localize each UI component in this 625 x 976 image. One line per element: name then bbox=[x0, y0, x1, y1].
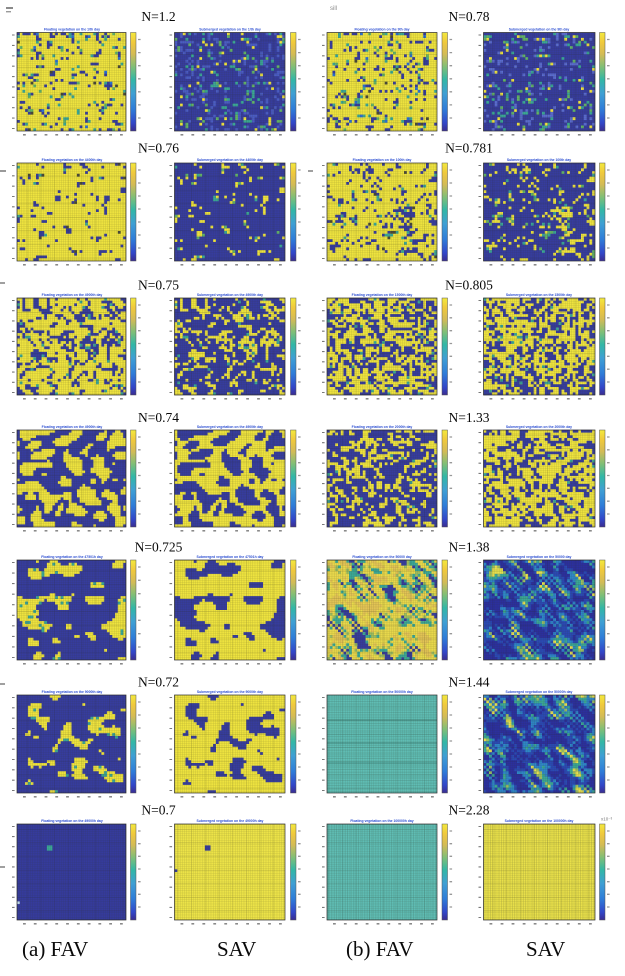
svg-text:Submerged vegetation on the 15: Submerged vegetation on the 1500th day bbox=[506, 293, 572, 297]
svg-text:Floating vegetation on the 475: Floating vegetation on the 47501h day bbox=[41, 555, 103, 559]
svg-text:Floating vegetation on the 900: Floating vegetation on the 9000th day bbox=[42, 690, 103, 694]
svg-text:Floating vegetation on the 100: Floating vegetation on the 100th day bbox=[353, 158, 412, 162]
svg-text:N=0.781: N=0.781 bbox=[445, 141, 493, 156]
svg-text:SAV: SAV bbox=[217, 937, 256, 961]
svg-text:Submerged vegetation on the 49: Submerged vegetation on the 4900th day bbox=[197, 293, 263, 297]
svg-text:N=1.2: N=1.2 bbox=[141, 9, 175, 24]
svg-text:(b) FAV: (b) FAV bbox=[346, 937, 413, 961]
svg-text:x10⁻³: x10⁻³ bbox=[601, 817, 613, 822]
svg-text:Floating vegetation on the 490: Floating vegetation on the 4900th day bbox=[42, 425, 103, 429]
svg-text:N=1.38: N=1.38 bbox=[449, 540, 490, 555]
svg-text:Floating vegetation on the 490: Floating vegetation on the 4900th day bbox=[42, 293, 103, 297]
svg-text:N=0.805: N=0.805 bbox=[445, 278, 493, 293]
svg-text:Submerged vegetation on the 10: Submerged vegetation on the 100000h day bbox=[505, 819, 574, 823]
svg-text:N=0.75: N=0.75 bbox=[138, 278, 179, 293]
svg-text:N=1.33: N=1.33 bbox=[449, 410, 490, 425]
svg-text:Submerged vegetation on the 44: Submerged vegetation on the 4400th day bbox=[197, 158, 263, 162]
svg-text:N=0.78: N=0.78 bbox=[449, 9, 490, 24]
svg-text:(a) FAV: (a) FAV bbox=[22, 937, 88, 961]
svg-text:N=1.44: N=1.44 bbox=[449, 675, 490, 690]
svg-text:N=0.76: N=0.76 bbox=[138, 141, 179, 156]
svg-text:Floating vegetation on the 440: Floating vegetation on the 4400th day bbox=[42, 158, 103, 162]
svg-text:Submerged vegetation on the 49: Submerged vegetation on the 49000h day bbox=[197, 819, 264, 823]
svg-text:SAV: SAV bbox=[526, 937, 565, 961]
svg-text:N=0.725: N=0.725 bbox=[135, 540, 183, 555]
svg-text:N=2.28: N=2.28 bbox=[449, 803, 490, 818]
svg-text:Submerged vegetation on the 50: Submerged vegetation on the 50000h day bbox=[506, 690, 573, 694]
svg-text:Submerged vegetation on the 49: Submerged vegetation on the 4900th day bbox=[197, 425, 263, 429]
svg-text:Floating vegetation on the 490: Floating vegetation on the 49000h day bbox=[41, 819, 103, 823]
svg-text:Floating vegetation on the 1/t: Floating vegetation on the 1/th day bbox=[44, 28, 100, 32]
svg-text:N=0.74: N=0.74 bbox=[138, 410, 179, 425]
svg-text:Submerged vegetation on the 20: Submerged vegetation on the 2000th day bbox=[506, 425, 572, 429]
svg-text:Floating vegetation on the 150: Floating vegetation on the 1500th day bbox=[352, 293, 413, 297]
svg-text:Floating vegetation on the 9th: Floating vegetation on the 9th day bbox=[354, 28, 409, 32]
svg-text:N=0.72: N=0.72 bbox=[138, 675, 179, 690]
svg-text:Submerged vegetation on the 1/: Submerged vegetation on the 1/th day bbox=[199, 28, 261, 32]
svg-text:sill: sill bbox=[330, 6, 337, 12]
svg-text:Floating vegetation on the 500: Floating vegetation on the 50000 day bbox=[352, 555, 411, 559]
svg-text:Floating vegetation on the 500: Floating vegetation on the 50000h day bbox=[351, 690, 413, 694]
svg-text:Submerged vegetation on the 90: Submerged vegetation on the 9000th day bbox=[197, 690, 263, 694]
svg-text:Submerged vegetation on the 50: Submerged vegetation on the 50000 day bbox=[507, 555, 572, 559]
svg-text:Submerged vegetation on the 9t: Submerged vegetation on the 9th day bbox=[509, 28, 570, 32]
svg-text:Floating vegetation on the 200: Floating vegetation on the 2000th day bbox=[352, 425, 413, 429]
svg-text:Submerged vegetation on the 10: Submerged vegetation on the 100th day bbox=[507, 158, 571, 162]
svg-text:Submerged vegetation on the 47: Submerged vegetation on the 47501h day bbox=[197, 555, 264, 559]
svg-text:Floating vegetation on the 100: Floating vegetation on the 100000h day bbox=[350, 819, 413, 823]
svg-text:N=0.7: N=0.7 bbox=[141, 803, 175, 818]
